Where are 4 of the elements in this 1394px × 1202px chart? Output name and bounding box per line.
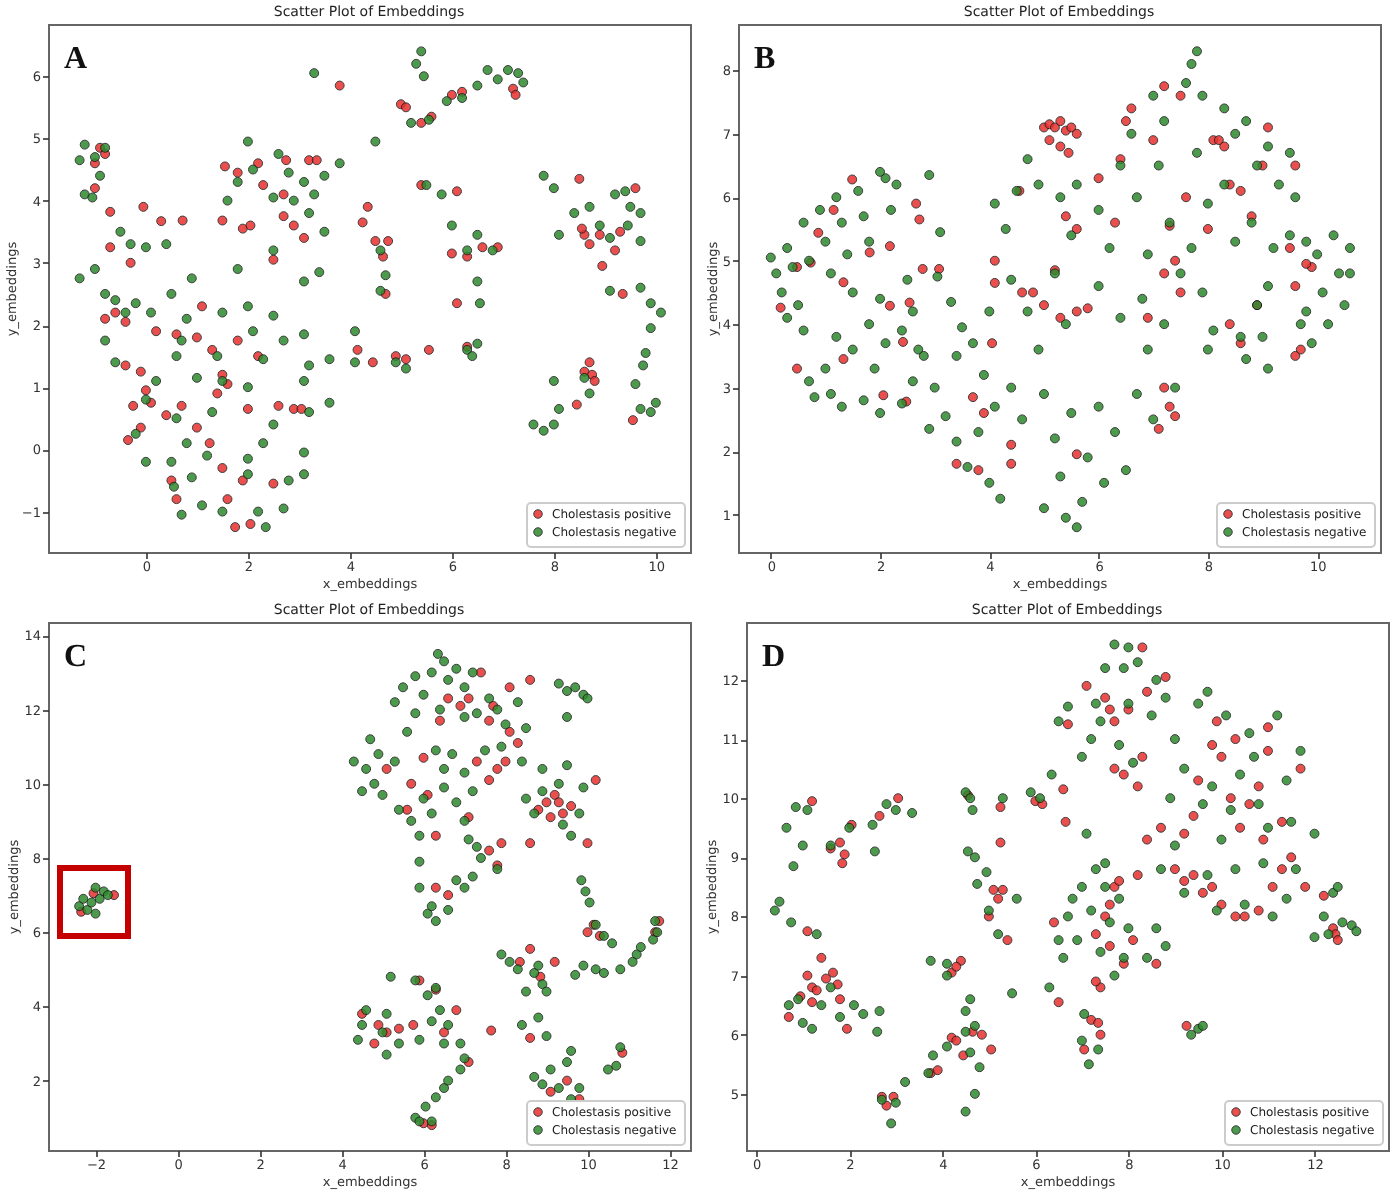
annotation: C	[64, 640, 88, 674]
annotation: D	[762, 640, 786, 674]
annotation: A	[64, 42, 88, 76]
annotation: B	[754, 42, 776, 76]
